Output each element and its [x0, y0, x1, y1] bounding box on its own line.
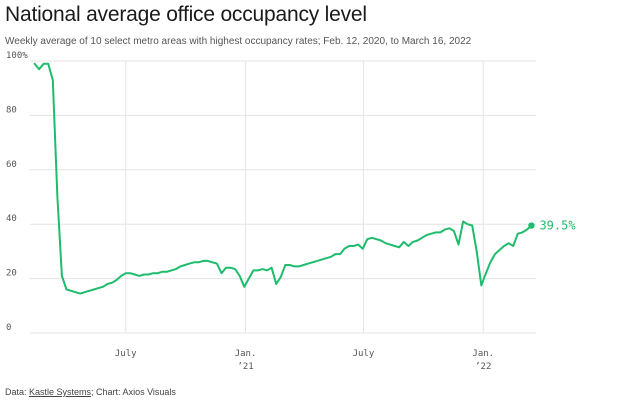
x-tick: Jan. ’21 — [235, 349, 257, 372]
end-point — [528, 222, 535, 229]
source-prefix: Data: — [5, 387, 30, 397]
source-suffix: ; Chart: Axios Visuals — [91, 387, 176, 397]
x-tick: Jan. ’22 — [472, 349, 494, 372]
x-tick-sublabel: ’21 — [237, 362, 253, 372]
y-axis: 100% 80 60 40 20 0 — [6, 51, 28, 333]
x-tick-sublabel: ’22 — [475, 362, 491, 372]
x-tick: July — [353, 349, 375, 359]
series-layer — [33, 62, 533, 295]
x-tick-label: Jan. — [472, 349, 494, 359]
line-chart: 100% 80 60 40 20 0 July Jan. ’21 July Jan. ’22 39.… — [6, 51, 576, 372]
y-tick-label: 100% — [6, 51, 28, 61]
end-value-label: 39.5% — [539, 219, 576, 233]
end-marker-layer: 39.5% — [528, 219, 576, 233]
y-tick-label: 20 — [6, 269, 17, 279]
source-link[interactable]: Kastle Systems — [29, 387, 92, 397]
y-tick-label: 60 — [6, 160, 17, 170]
x-tick-label: July — [115, 349, 137, 359]
series-line — [33, 62, 533, 295]
x-tick-label: Jan. — [235, 349, 257, 359]
y-tick-label: 40 — [6, 214, 17, 224]
x-tick: July — [115, 349, 137, 359]
chart-title: National average office occupancy level — [5, 3, 367, 26]
source-note: Data: Kastle Systems; Chart: Axios Visua… — [5, 387, 176, 397]
chart-subtitle: Weekly average of 10 select metro areas … — [5, 36, 472, 47]
y-tick-label: 80 — [6, 105, 17, 115]
y-tick-label: 0 — [6, 323, 11, 333]
chart-grid — [30, 60, 536, 334]
x-axis: July Jan. ’21 July Jan. ’22 — [115, 349, 494, 372]
x-tick-label: July — [353, 349, 375, 359]
